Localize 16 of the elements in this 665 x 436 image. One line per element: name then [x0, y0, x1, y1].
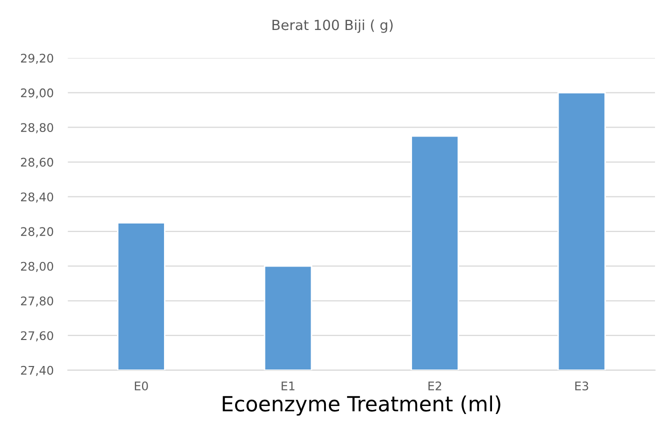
y-tick-label: 27,60 — [21, 331, 54, 342]
x-axis-title: Ecoenzyme Treatment (ml) — [222, 395, 500, 416]
y-tick-label: 28,60 — [21, 158, 54, 168]
x-tick-label: E2 — [428, 381, 442, 390]
y-tick-label: 27,40 — [21, 366, 54, 376]
y-tick-label: 29,20 — [21, 54, 54, 64]
y-tick-label: 28,80 — [21, 123, 54, 134]
y-tick-label: 29,00 — [21, 88, 54, 99]
x-tick-label: E3 — [575, 381, 588, 390]
y-tick-label: 28,00 — [21, 262, 54, 272]
y-tick-label: 27,80 — [21, 296, 54, 307]
y-tick-label: 28,40 — [21, 192, 54, 203]
chart-title: Berat 100 Biji ( g) — [272, 19, 393, 33]
x-tick-label: E1 — [282, 382, 294, 390]
x-tick-label: E0 — [134, 381, 148, 390]
y-tick-label: 28,20 — [21, 227, 54, 238]
